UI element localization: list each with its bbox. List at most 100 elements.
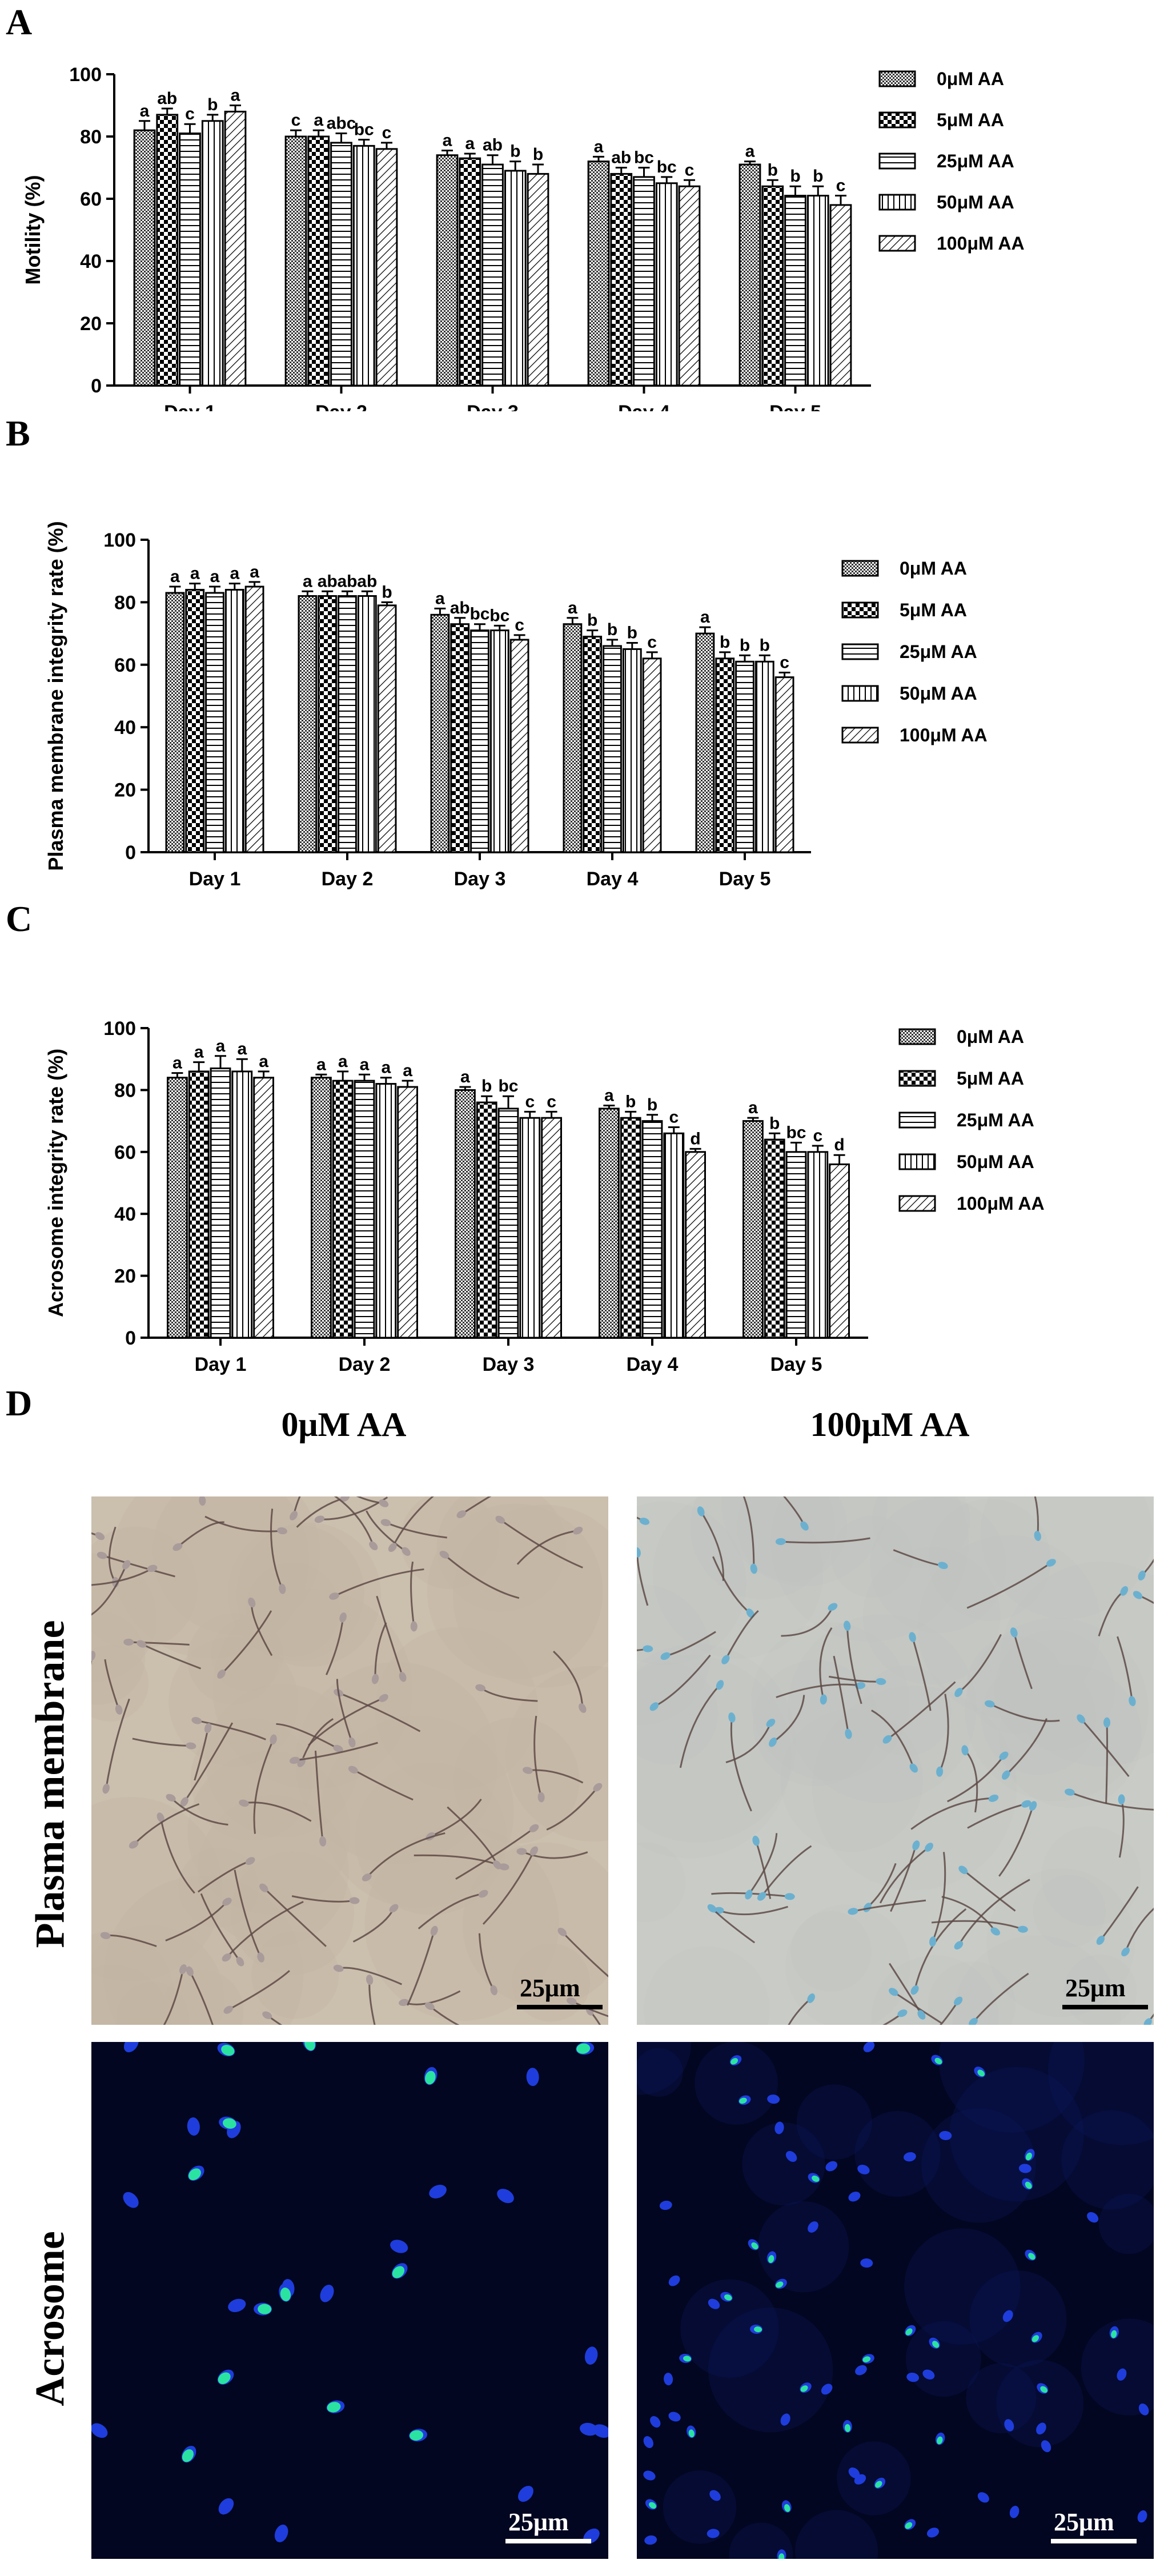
bar	[357, 595, 377, 853]
scale-bar-label: 25μm	[520, 1974, 580, 2002]
x-tick-label: Day 4	[618, 402, 670, 411]
significance-label: b	[533, 145, 543, 164]
bar	[806, 195, 829, 387]
bar	[436, 154, 459, 387]
legend-label: 100μM AA	[937, 233, 1025, 254]
significance-label: a	[190, 564, 200, 583]
bar	[377, 604, 397, 853]
significance-label: c	[669, 1108, 679, 1126]
x-tick-label: Day 3	[467, 402, 519, 411]
bar	[188, 1070, 210, 1339]
bar	[231, 1070, 253, 1339]
bar	[330, 142, 352, 387]
significance-label: ab	[337, 572, 357, 591]
significance-label: ab	[357, 572, 377, 591]
bar	[633, 176, 655, 387]
bar	[354, 1080, 375, 1339]
significance-label: b	[740, 636, 750, 655]
significance-label: c	[780, 653, 789, 672]
bar	[603, 645, 622, 853]
bar	[519, 1117, 541, 1339]
significance-label: b	[720, 633, 730, 652]
bar	[397, 1086, 419, 1339]
fluorescence-image	[637, 2042, 1154, 2559]
bar	[167, 1077, 188, 1339]
bar	[165, 592, 185, 853]
significance-label: b	[510, 142, 520, 161]
y-tick-label: 60	[80, 188, 102, 210]
significance-label: a	[381, 1058, 391, 1077]
x-tick-label: Day 3	[454, 868, 506, 890]
legend-swatch	[898, 1070, 936, 1087]
legend-swatch	[841, 727, 879, 744]
bar	[509, 639, 529, 853]
significance-label: b	[769, 1114, 780, 1133]
micrograph-acrosome-control: 25μm	[91, 2042, 608, 2559]
bar	[641, 1120, 663, 1339]
significance-label: b	[607, 620, 617, 639]
bar	[642, 657, 662, 853]
bar	[610, 172, 633, 387]
y-tick-label: 40	[114, 717, 136, 739]
row-title-acrosome: Acrosome	[27, 2231, 73, 2406]
significance-label: b	[790, 167, 800, 186]
significance-label: c	[525, 1092, 535, 1111]
micrograph-plasma-treated: 25μm	[637, 1496, 1154, 2025]
significance-label: c	[813, 1126, 822, 1145]
significance-label: c	[685, 161, 695, 179]
significance-label: a	[230, 564, 239, 583]
scale-bar-label: 25μm	[1054, 2508, 1114, 2536]
legend-swatch	[841, 601, 879, 619]
brightfield-image	[637, 1496, 1154, 2025]
significance-label: a	[250, 563, 259, 581]
scale-bar	[1062, 2005, 1148, 2009]
panel-d: D 0μM AA 100μM AA Plasma membrane Acroso…	[0, 1382, 1172, 2567]
significance-label: a	[604, 1086, 614, 1105]
bar	[332, 1080, 354, 1339]
significance-label: bc	[489, 606, 509, 625]
significance-label: a	[210, 567, 220, 586]
panel-letter: B	[6, 413, 30, 454]
y-tick-label: 40	[114, 1203, 136, 1225]
significance-label: a	[216, 1037, 226, 1056]
legend-swatch	[878, 194, 916, 211]
bar	[179, 133, 201, 387]
y-axis-label: Acrosome integrity rate (%)	[44, 1049, 67, 1317]
legend-label: 5μM AA	[900, 600, 967, 620]
bar	[583, 636, 603, 853]
significance-label: bc	[498, 1077, 518, 1096]
y-tick-label: 20	[80, 313, 102, 335]
y-tick-label: 0	[125, 842, 136, 864]
legend-label: 0μM AA	[957, 1026, 1024, 1047]
significance-label: ab	[318, 572, 338, 591]
legend-swatch	[841, 685, 879, 702]
fluorescence-image	[91, 2042, 608, 2559]
legend-swatch	[878, 153, 916, 170]
scale-bar	[505, 2539, 591, 2543]
legend-label: 25μM AA	[900, 641, 977, 662]
significance-label: b	[481, 1077, 492, 1096]
significance-label: bc	[657, 158, 677, 176]
significance-label: c	[185, 105, 195, 123]
x-tick-label: Day 1	[189, 868, 241, 890]
legend-swatch	[898, 1028, 936, 1045]
bar	[210, 1067, 231, 1339]
legend-swatch	[878, 111, 916, 129]
brightfield-image	[91, 1496, 608, 2025]
significance-label: a	[745, 142, 755, 161]
significance-label: bc	[634, 149, 654, 167]
significance-label: ab	[157, 89, 177, 108]
significance-label: a	[194, 1043, 204, 1062]
bar	[224, 589, 244, 853]
significance-label: a	[303, 572, 312, 591]
significance-label: c	[291, 111, 301, 130]
significance-label: a	[172, 1054, 182, 1073]
scale-bar	[517, 2005, 603, 2009]
legend-swatch	[898, 1153, 936, 1170]
significance-label: a	[443, 131, 452, 150]
x-tick-label: Day 2	[322, 868, 374, 890]
bar	[754, 660, 774, 853]
significance-label: d	[834, 1135, 844, 1154]
significance-label: b	[813, 167, 823, 186]
bar	[807, 1151, 829, 1339]
